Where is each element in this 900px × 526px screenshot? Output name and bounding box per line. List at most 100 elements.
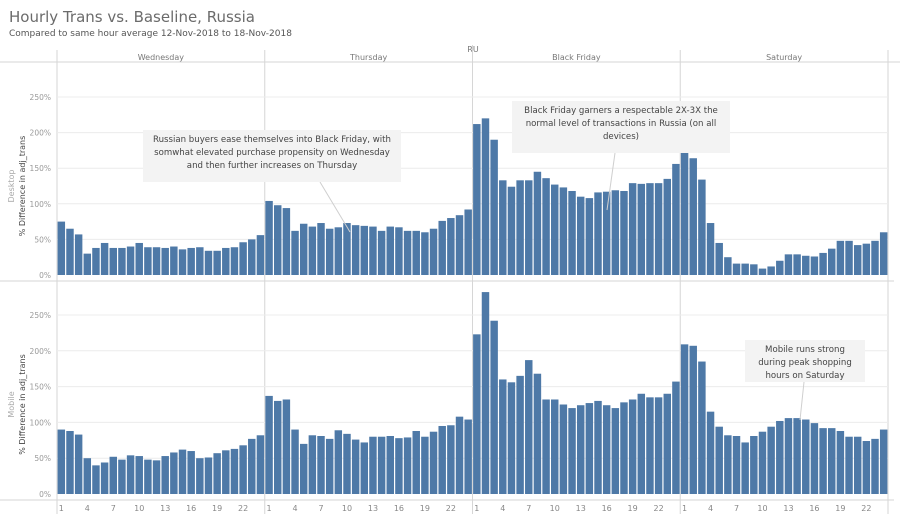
x-tick-label: 19	[212, 504, 222, 513]
bar-desktop	[334, 227, 343, 275]
bar-mobile	[152, 460, 161, 494]
bar-mobile	[66, 430, 74, 494]
x-tick-label: 16	[602, 504, 612, 513]
bar-desktop	[343, 223, 351, 275]
bar-mobile	[248, 438, 256, 494]
bar-desktop	[551, 184, 559, 275]
bar-mobile	[828, 428, 836, 494]
bar-mobile	[568, 408, 576, 494]
x-tick-label: 19	[835, 504, 845, 513]
bar-mobile	[230, 448, 239, 494]
bar-mobile	[464, 419, 472, 494]
bar-desktop	[836, 240, 845, 275]
bar-desktop	[187, 247, 195, 275]
bar-desktop	[646, 183, 654, 275]
bar-mobile	[637, 393, 646, 494]
bar-mobile	[490, 320, 498, 494]
bar-desktop	[602, 191, 611, 275]
bar-mobile	[499, 379, 507, 494]
bar-desktop	[83, 253, 92, 275]
y-tick-label: 100%	[30, 200, 51, 209]
bar-desktop	[862, 243, 871, 275]
bar-mobile	[481, 292, 490, 494]
bar-mobile	[836, 430, 845, 494]
bar-desktop	[135, 242, 143, 275]
x-tick-label: 4	[293, 504, 298, 513]
x-tick-label: 10	[342, 504, 352, 513]
annotation-wednesday-thursday: Russian buyers ease themselves into Blac…	[143, 130, 401, 182]
bar-mobile	[325, 438, 334, 494]
country-header: RU	[467, 45, 479, 54]
bar-mobile	[412, 430, 420, 494]
bar-desktop	[784, 254, 793, 275]
bar-mobile	[100, 462, 109, 494]
bar-mobile	[473, 334, 481, 494]
y-tick-label: 250%	[30, 93, 51, 102]
bar-desktop	[455, 215, 464, 275]
bar-desktop	[628, 183, 637, 275]
bar-mobile	[663, 393, 671, 494]
bar-desktop	[274, 205, 282, 275]
bar-mobile	[395, 438, 403, 494]
bar-desktop	[308, 226, 317, 275]
y-tick-label: 0%	[39, 490, 51, 499]
bar-desktop	[66, 228, 74, 275]
bar-desktop	[853, 245, 862, 275]
bar-mobile	[369, 436, 377, 494]
bar-mobile	[715, 426, 723, 494]
bar-desktop	[594, 192, 602, 275]
bar-mobile	[118, 459, 126, 494]
bar-mobile	[672, 381, 680, 494]
bar-desktop	[230, 247, 239, 275]
bar-desktop	[871, 240, 879, 275]
bar-desktop	[620, 190, 628, 275]
bar-desktop	[845, 240, 853, 275]
bar-mobile	[447, 425, 455, 494]
bar-desktop	[672, 163, 680, 275]
bar-mobile	[360, 442, 369, 494]
y-tick-label: 50%	[34, 454, 51, 463]
x-tick-label: 19	[628, 504, 638, 513]
x-tick-label: 1	[682, 504, 687, 513]
bar-desktop	[776, 260, 784, 275]
bar-desktop	[525, 180, 533, 275]
bar-mobile	[680, 344, 689, 494]
annotation-pointer	[799, 381, 805, 421]
bar-desktop	[92, 247, 100, 275]
bar-desktop	[317, 223, 325, 275]
x-tick-label: 1	[267, 504, 272, 513]
x-tick-label: 4	[500, 504, 505, 513]
bar-desktop	[637, 183, 646, 275]
bar-mobile	[291, 429, 299, 494]
bar-mobile	[706, 411, 715, 494]
bar-desktop	[741, 263, 749, 275]
bar-mobile	[144, 459, 152, 494]
bar-mobile	[135, 456, 143, 494]
bar-desktop	[473, 124, 481, 275]
bar-mobile	[724, 435, 732, 494]
bar-desktop	[222, 247, 230, 275]
annotation-pointer	[606, 152, 616, 211]
bar-desktop	[291, 230, 299, 275]
bar-mobile	[274, 400, 282, 494]
bar-mobile	[611, 408, 620, 494]
x-tick-label: 13	[576, 504, 586, 513]
x-tick-label: 16	[809, 504, 819, 513]
bar-desktop	[750, 264, 758, 275]
bar-desktop	[144, 247, 152, 275]
bar-desktop	[403, 230, 412, 275]
x-tick-label: 22	[861, 504, 871, 513]
bar-mobile	[299, 443, 308, 494]
bar-desktop	[438, 220, 446, 275]
bar-desktop	[499, 180, 507, 275]
bar-desktop	[490, 139, 498, 275]
bar-mobile	[377, 436, 386, 494]
bar-mobile	[317, 436, 325, 494]
bar-mobile	[646, 397, 654, 494]
bar-mobile	[741, 442, 749, 494]
bar-desktop	[793, 254, 801, 275]
x-tick-label: 7	[526, 504, 531, 513]
bar-desktop	[109, 247, 117, 275]
bar-desktop	[360, 225, 369, 275]
day-header: Saturday	[766, 53, 802, 62]
